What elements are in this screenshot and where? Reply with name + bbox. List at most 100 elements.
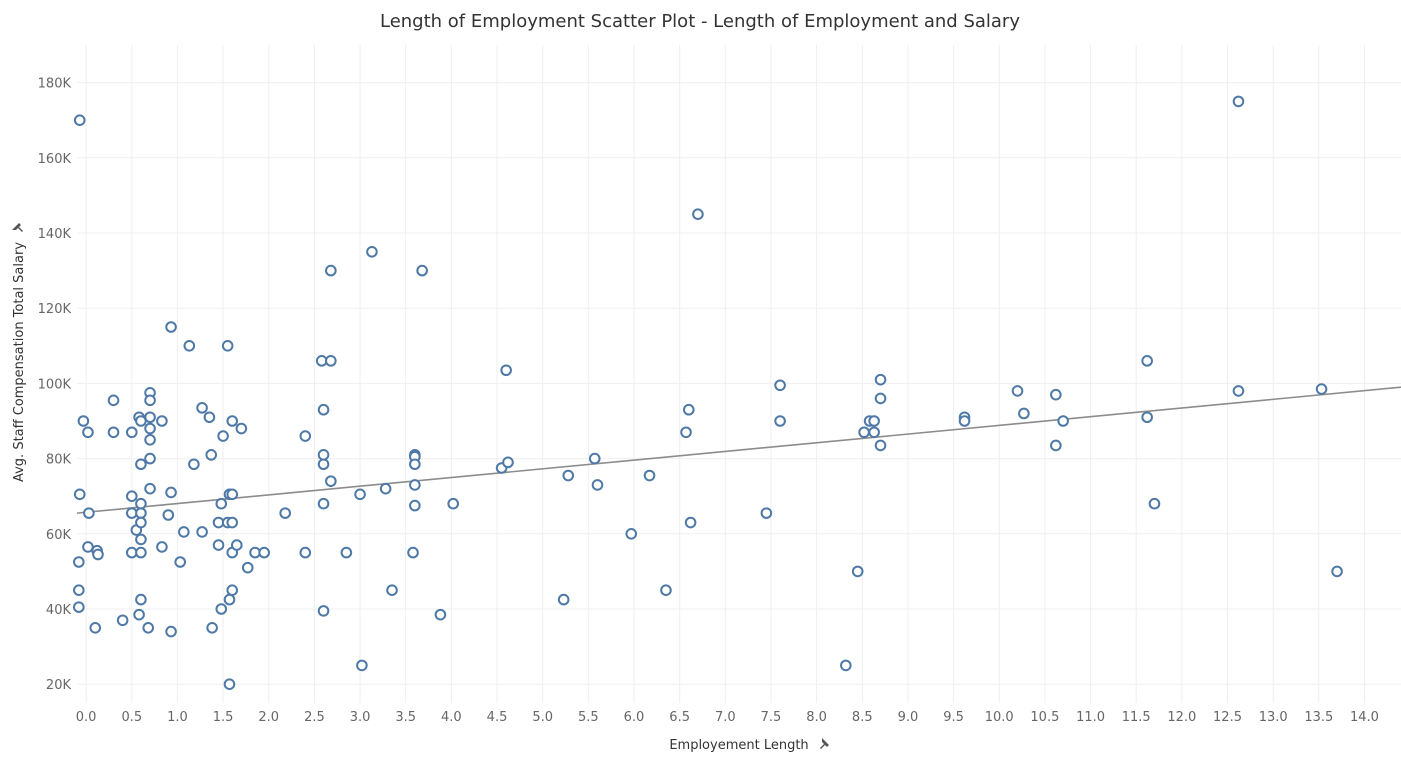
scatter-point[interactable] xyxy=(203,411,216,424)
scatter-point[interactable] xyxy=(1018,407,1030,420)
scatter-point[interactable] xyxy=(325,264,337,277)
scatter-point[interactable] xyxy=(1232,385,1245,397)
scatter-point[interactable] xyxy=(226,488,239,501)
scatter-point[interactable] xyxy=(206,622,218,634)
scatter-point[interactable] xyxy=(409,458,421,471)
scatter-point[interactable] xyxy=(1057,415,1069,427)
scatter-point[interactable] xyxy=(135,533,147,546)
scatter-point[interactable] xyxy=(144,452,156,465)
scatter-point[interactable] xyxy=(217,430,229,442)
scatter-point[interactable] xyxy=(502,456,514,469)
scatter-point[interactable] xyxy=(1232,95,1245,108)
scatter-point[interactable] xyxy=(366,246,378,258)
scatter-point[interactable] xyxy=(591,479,604,491)
scatter-point[interactable] xyxy=(317,403,330,416)
scatter-point[interactable] xyxy=(557,593,570,606)
scatter-point[interactable] xyxy=(774,415,786,427)
scatter-point[interactable] xyxy=(235,422,248,435)
scatter-point[interactable] xyxy=(107,394,120,407)
scatter-point[interactable] xyxy=(144,422,156,435)
scatter-point[interactable] xyxy=(205,449,218,461)
scatter-point[interactable] xyxy=(226,584,239,597)
scatter-point[interactable] xyxy=(178,526,190,538)
scatter-point[interactable] xyxy=(196,526,208,538)
scatter-point[interactable] xyxy=(226,415,239,427)
scatter-point[interactable] xyxy=(135,507,147,519)
scatter-point[interactable] xyxy=(73,584,85,597)
scatter-point[interactable] xyxy=(325,475,337,487)
scatter-point[interactable] xyxy=(125,426,138,439)
scatter-point[interactable] xyxy=(434,608,447,621)
scatter-point[interactable] xyxy=(73,556,85,568)
scatter-point[interactable] xyxy=(279,507,291,519)
scatter-point[interactable] xyxy=(760,507,773,519)
scatter-point[interactable] xyxy=(625,528,638,540)
scatter-point[interactable] xyxy=(133,608,145,621)
scatter-point[interactable] xyxy=(215,603,228,615)
scatter-point[interactable] xyxy=(317,497,330,510)
scatter-point[interactable] xyxy=(135,593,147,606)
scatter-point[interactable] xyxy=(1315,383,1328,395)
scatter-point[interactable] xyxy=(416,264,428,277)
scatter-point[interactable] xyxy=(162,509,175,521)
scatter-point[interactable] xyxy=(868,426,880,439)
scatter-point[interactable] xyxy=(221,340,234,352)
scatter-point[interactable] xyxy=(379,482,392,495)
scatter-point[interactable] xyxy=(1141,355,1153,367)
scatter-point[interactable] xyxy=(500,364,512,377)
scatter-point[interactable] xyxy=(226,516,239,529)
scatter-point[interactable] xyxy=(874,392,887,405)
scatter-point[interactable] xyxy=(299,430,312,442)
scatter-point[interactable] xyxy=(409,479,421,491)
scatter-point[interactable] xyxy=(660,584,672,597)
scatter-point[interactable] xyxy=(135,497,147,510)
scatter-point[interactable] xyxy=(174,556,186,568)
scatter-point[interactable] xyxy=(144,394,156,407)
scatter-point[interactable] xyxy=(125,490,138,503)
y-axis-label[interactable]: Avg. Staff Compensation Total Salary xyxy=(12,242,27,482)
scatter-point[interactable] xyxy=(135,546,147,559)
scatter-point[interactable] xyxy=(77,415,90,427)
scatter-point[interactable] xyxy=(215,497,228,510)
scatter-point[interactable] xyxy=(958,415,971,427)
scatter-point[interactable] xyxy=(82,426,94,439)
scatter-point[interactable] xyxy=(165,625,177,638)
scatter-point[interactable] xyxy=(107,426,120,439)
scatter-point[interactable] xyxy=(774,379,786,392)
scatter-point[interactable] xyxy=(156,541,168,553)
scatter-point[interactable] xyxy=(135,458,147,471)
scatter-point[interactable] xyxy=(142,622,155,634)
scatter-point[interactable] xyxy=(223,593,236,606)
scatter-point[interactable] xyxy=(840,659,852,672)
scatter-point[interactable] xyxy=(447,497,459,510)
scatter-point[interactable] xyxy=(1050,439,1062,452)
scatter-point[interactable] xyxy=(868,415,880,427)
scatter-point[interactable] xyxy=(588,452,601,465)
scatter-point[interactable] xyxy=(73,114,86,126)
scatter-point[interactable] xyxy=(1011,385,1024,397)
scatter-point[interactable] xyxy=(407,546,419,559)
scatter-point[interactable] xyxy=(144,482,156,495)
scatter-point[interactable] xyxy=(1148,497,1161,510)
scatter-point[interactable] xyxy=(317,458,330,471)
scatter-point[interactable] xyxy=(135,516,147,529)
scatter-point[interactable] xyxy=(340,546,353,559)
scatter-point[interactable] xyxy=(643,469,656,482)
scatter-point[interactable] xyxy=(325,355,337,367)
scatter-point[interactable] xyxy=(858,426,870,439)
scatter-point[interactable] xyxy=(73,488,86,501)
scatter-point[interactable] xyxy=(156,415,168,427)
scatter-point[interactable] xyxy=(874,373,887,386)
scatter-point[interactable] xyxy=(223,678,236,691)
scatter-point[interactable] xyxy=(258,546,270,559)
scatter-point[interactable] xyxy=(354,488,366,501)
scatter-point[interactable] xyxy=(356,659,368,672)
scatter-point[interactable] xyxy=(684,516,697,529)
scatter-point[interactable] xyxy=(89,622,102,634)
scatter-point[interactable] xyxy=(317,605,330,617)
scatter-point[interactable] xyxy=(874,439,887,452)
scatter-point[interactable] xyxy=(682,403,695,416)
scatter-point[interactable] xyxy=(317,449,330,461)
scatter-point[interactable] xyxy=(73,601,85,613)
scatter-point[interactable] xyxy=(1050,388,1062,401)
